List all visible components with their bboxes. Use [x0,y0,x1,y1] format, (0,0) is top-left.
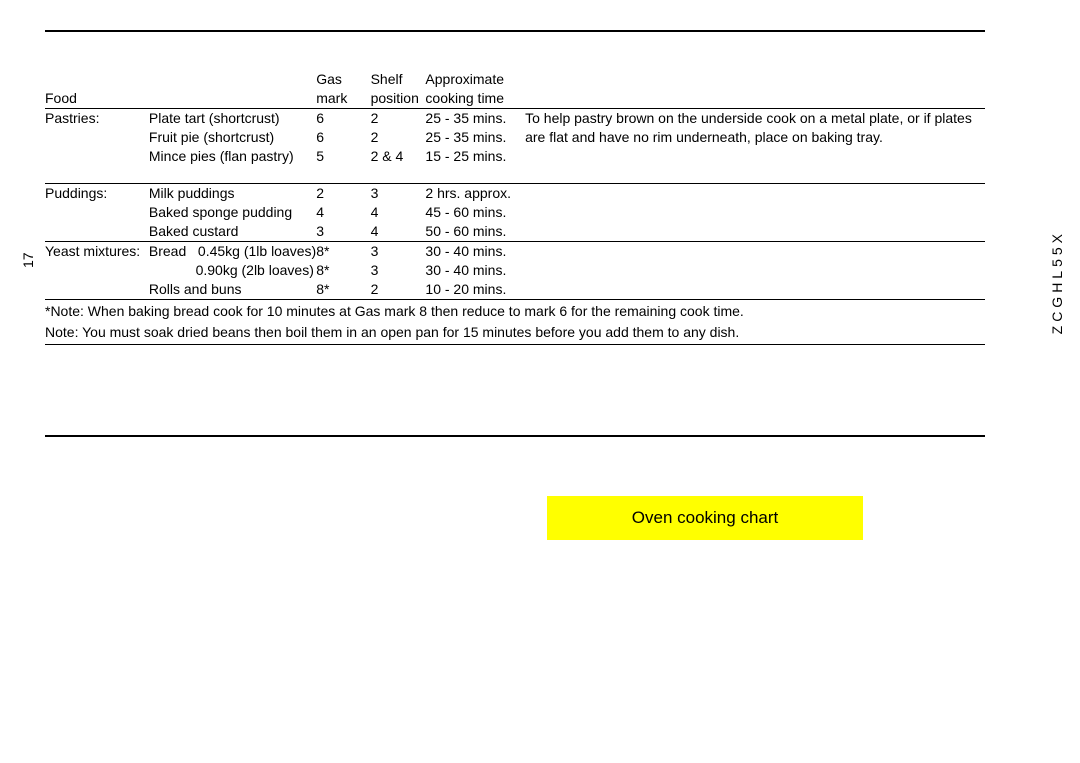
footnote: Note: You must soak dried beans then boi… [45,323,985,342]
section-tab: Oven cooking chart [547,496,863,540]
shelf-cell: 2 [371,280,426,299]
section-tab-label: Oven cooking chart [632,508,778,528]
shelf-cell: 2 [371,128,426,147]
time-cell: 10 - 20 mins. [425,280,515,299]
shelf-cell: 4 [371,222,426,241]
category-cell: Yeast mixtures: [45,242,149,261]
time-cell: 45 - 60 mins. [425,203,515,222]
header-food: Food [45,89,149,108]
sub-cell: Mince pies (flan pastry) [149,147,316,166]
gas-cell: 4 [316,203,370,222]
rule-bottom [45,435,985,437]
category-cell: Pastries: [45,108,149,127]
time-cell: 2 hrs. approx. [425,184,515,203]
sub-cell: Milk puddings [149,184,316,203]
time-cell: 30 - 40 mins. [425,261,515,280]
header-time: Approximate [425,70,515,89]
cooking-chart-table: Gas Shelf Approximate Food mark position… [45,70,985,300]
sub-cell: Bread 0.45kg (1lb loaves) [149,242,316,261]
gas-cell: 6 [316,128,370,147]
gas-cell: 6 [316,108,370,127]
gas-cell: 3 [316,222,370,241]
table-row: Rolls and buns 8* 2 10 - 20 mins. [45,280,985,299]
time-cell: 50 - 60 mins. [425,222,515,241]
table-row: Puddings: Milk puddings 2 3 2 hrs. appro… [45,184,985,203]
footnote: *Note: When baking bread cook for 10 min… [45,302,985,321]
header-shelf: Shelf [371,70,426,89]
shelf-cell: 3 [371,242,426,261]
gas-cell: 2 [316,184,370,203]
sub-cell: 0.90kg (2lb loaves) [149,261,316,280]
shelf-cell: 2 [371,108,426,127]
header-gas-2: mark [316,89,370,108]
gas-cell: 5 [316,147,370,166]
model-code: ZCGHL55X [1049,230,1065,334]
sub-cell: Fruit pie (shortcrust) [149,128,316,147]
header-time-2: cooking time [425,89,515,108]
header-shelf-2: position [371,89,426,108]
shelf-cell: 3 [371,184,426,203]
shelf-cell: 3 [371,261,426,280]
shelf-cell: 2 & 4 [371,147,426,166]
gas-cell: 8* [316,261,370,280]
header-gas: Gas [316,70,370,89]
category-cell: Puddings: [45,184,149,203]
time-cell: 15 - 25 mins. [425,147,515,166]
gas-cell: 8* [316,242,370,261]
sub-cell: Baked custard [149,222,316,241]
table-row: 0.90kg (2lb loaves) 8* 3 30 - 40 mins. [45,261,985,280]
rule-mid [45,344,985,345]
table-row: Pastries: Plate tart (shortcrust) 6 2 25… [45,108,985,127]
sub-cell: Baked sponge pudding [149,203,316,222]
time-cell: 25 - 35 mins. [425,128,515,147]
gas-cell: 8* [316,280,370,299]
table-row: Baked sponge pudding 4 4 45 - 60 mins. [45,203,985,222]
table-header-row: Gas Shelf Approximate [45,70,985,89]
time-cell: 25 - 35 mins. [425,108,515,127]
sub-cell: Rolls and buns [149,280,316,299]
shelf-cell: 4 [371,203,426,222]
note-cell: To help pastry brown on the underside co… [515,108,985,184]
sub-cell: Plate tart (shortcrust) [149,108,316,127]
rule-top [45,30,985,32]
table-row: Baked custard 3 4 50 - 60 mins. [45,222,985,241]
time-cell: 30 - 40 mins. [425,242,515,261]
page-number: 17 [20,252,36,268]
table-header-row: Food mark position cooking time [45,89,985,108]
table-row: Yeast mixtures: Bread 0.45kg (1lb loaves… [45,242,985,261]
